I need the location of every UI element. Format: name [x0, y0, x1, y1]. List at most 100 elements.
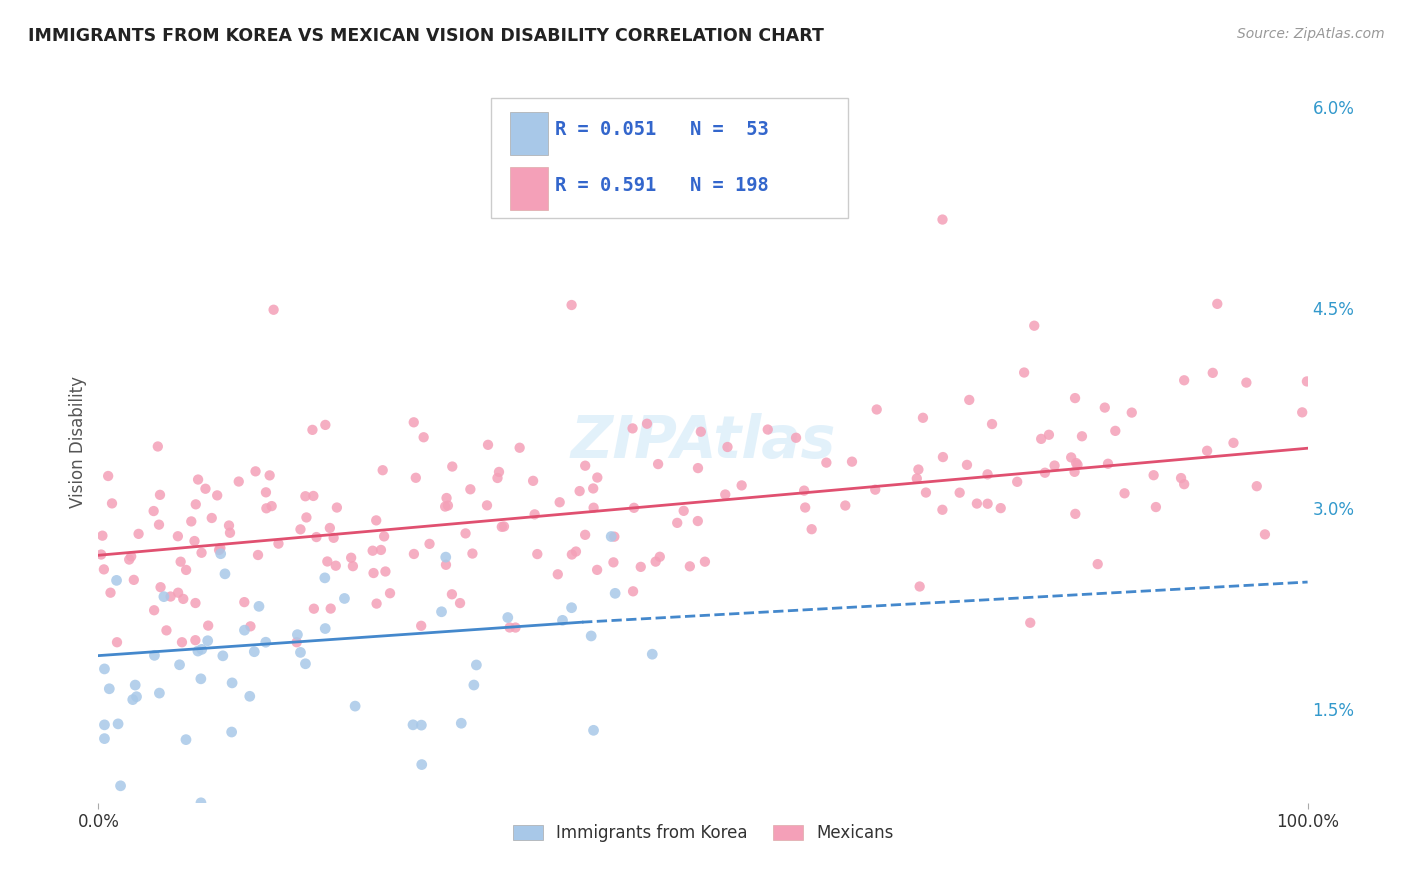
Point: [373, 529, 395, 543]
Point: [440, 587, 463, 601]
Point: [342, 559, 364, 574]
Point: [219, 525, 242, 540]
Point: [194, 482, 217, 496]
Point: [714, 487, 737, 501]
Point: [621, 421, 644, 435]
Point: [1094, 401, 1116, 415]
Point: [153, 590, 176, 604]
Point: [105, 574, 128, 588]
Point: [834, 499, 856, 513]
Point: [437, 499, 460, 513]
Point: [430, 605, 453, 619]
Point: [197, 633, 219, 648]
Point: [496, 610, 519, 624]
Point: [149, 580, 172, 594]
Point: [174, 732, 197, 747]
Point: [107, 717, 129, 731]
Point: [1038, 427, 1060, 442]
Point: [93, 662, 115, 676]
Point: [1019, 615, 1042, 630]
Point: [402, 718, 425, 732]
FancyBboxPatch shape: [509, 112, 548, 155]
Point: [247, 599, 270, 614]
Point: [366, 513, 388, 527]
Point: [197, 618, 219, 632]
Point: [93, 718, 115, 732]
Point: [491, 520, 513, 534]
Point: [866, 402, 889, 417]
Point: [146, 440, 169, 454]
Point: [990, 501, 1012, 516]
Point: [1234, 376, 1257, 390]
Point: [294, 489, 316, 503]
Point: [124, 678, 146, 692]
Point: [208, 543, 231, 558]
Point: [679, 559, 702, 574]
Point: [172, 591, 194, 606]
Point: [756, 423, 779, 437]
Point: [911, 410, 934, 425]
Point: [97, 469, 120, 483]
Point: [1246, 479, 1268, 493]
Point: [254, 501, 277, 516]
FancyBboxPatch shape: [509, 167, 548, 211]
Point: [183, 534, 205, 549]
Point: [378, 586, 401, 600]
Point: [1114, 486, 1136, 500]
Point: [785, 431, 807, 445]
Point: [239, 619, 262, 633]
Point: [623, 500, 645, 515]
Point: [190, 796, 212, 810]
Point: [190, 642, 212, 657]
Point: [1144, 500, 1167, 514]
Point: [1291, 405, 1313, 419]
Point: [118, 552, 141, 566]
Point: [636, 417, 658, 431]
Point: [1202, 366, 1225, 380]
Point: [1254, 527, 1277, 541]
Point: [686, 514, 709, 528]
Point: [90, 548, 112, 562]
Point: [239, 690, 262, 704]
Text: R = 0.591   N = 198: R = 0.591 N = 198: [555, 176, 769, 194]
Point: [287, 627, 309, 641]
Point: [325, 558, 347, 573]
Point: [644, 555, 666, 569]
Point: [434, 500, 457, 514]
Point: [155, 624, 177, 638]
Point: [605, 586, 627, 600]
Point: [402, 415, 425, 429]
Point: [167, 585, 190, 599]
Point: [184, 633, 207, 648]
Point: [1066, 458, 1088, 472]
Point: [142, 504, 165, 518]
Point: [526, 547, 548, 561]
FancyBboxPatch shape: [492, 98, 848, 218]
Point: [475, 499, 498, 513]
Point: [523, 508, 546, 522]
Point: [505, 621, 527, 635]
Point: [418, 537, 440, 551]
Point: [1197, 443, 1219, 458]
Point: [301, 423, 323, 437]
Point: [672, 504, 695, 518]
Point: [1097, 457, 1119, 471]
Point: [411, 757, 433, 772]
Point: [1296, 375, 1319, 389]
Point: [159, 590, 181, 604]
Point: [105, 635, 128, 649]
Point: [1087, 557, 1109, 571]
Point: [314, 417, 336, 432]
Point: [180, 515, 202, 529]
Point: [259, 468, 281, 483]
Point: [344, 699, 367, 714]
Point: [174, 563, 197, 577]
Point: [434, 558, 457, 572]
Point: [148, 686, 170, 700]
Point: [361, 543, 384, 558]
Point: [1173, 477, 1195, 491]
Point: [290, 522, 312, 536]
Point: [551, 613, 574, 627]
Point: [477, 438, 499, 452]
Point: [91, 529, 114, 543]
